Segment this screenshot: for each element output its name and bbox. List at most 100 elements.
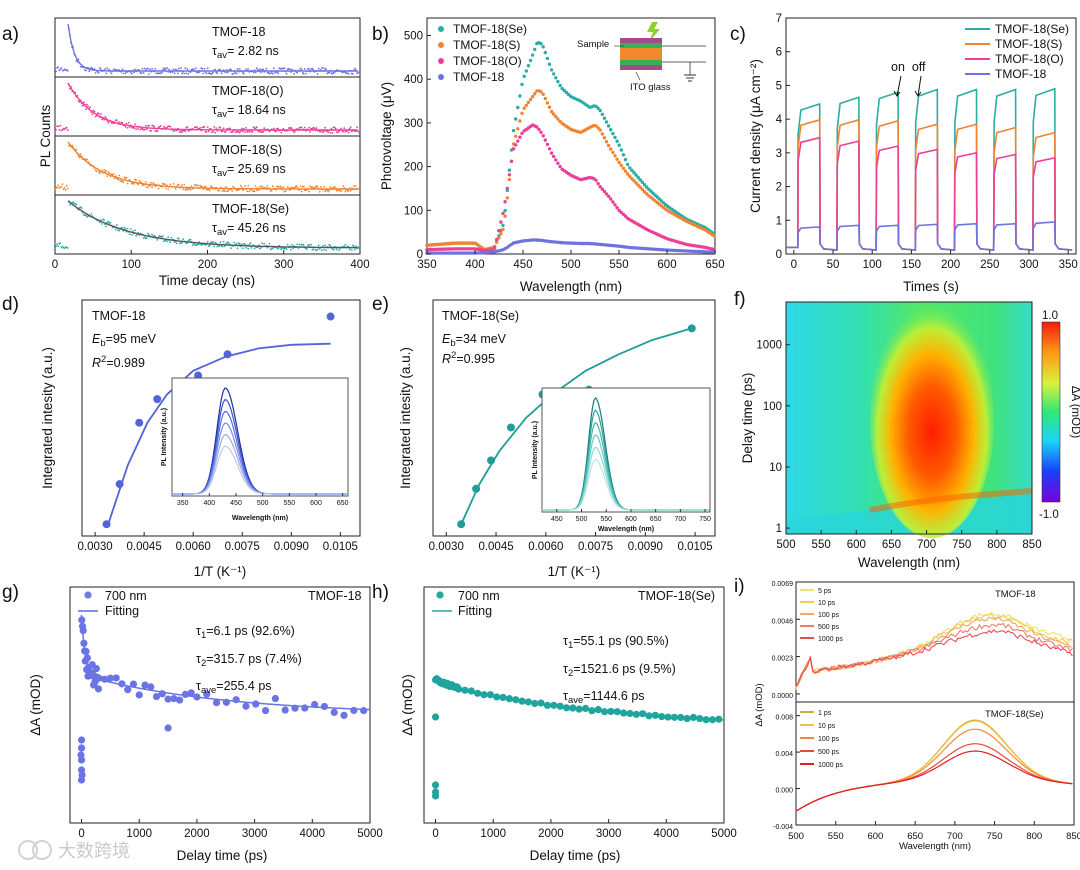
- h-point: [569, 704, 577, 712]
- a-point: [152, 182, 155, 184]
- a-point: [340, 127, 342, 130]
- c-series-line: [786, 221, 1073, 251]
- a-point: [355, 185, 357, 187]
- a-point: [147, 67, 149, 70]
- a-point: [177, 237, 180, 240]
- g-point: [118, 680, 126, 688]
- a-point: [349, 189, 352, 192]
- b-point: [623, 157, 628, 162]
- a-point: [227, 71, 229, 74]
- d-point: [102, 520, 111, 529]
- b-point: [609, 147, 613, 151]
- b-point: [632, 171, 636, 175]
- a-point: [131, 72, 133, 75]
- b-point: [638, 178, 642, 182]
- a-point: [323, 185, 325, 188]
- b-point: [533, 47, 537, 52]
- a-point: [134, 123, 137, 125]
- b-xtick-label: 400: [465, 259, 484, 271]
- a-tau-2: = 25.69 ns: [227, 162, 286, 176]
- c-ytick-label: 6: [776, 47, 782, 59]
- a-point: [353, 185, 355, 188]
- a-point: [60, 185, 63, 188]
- b-point: [621, 166, 626, 170]
- c-series-line: [786, 87, 1073, 251]
- a-point: [222, 127, 225, 130]
- e-name: TMOF-18(Se): [442, 309, 519, 323]
- e-inset-xtick-label: 500: [576, 516, 588, 523]
- h-point: [575, 705, 583, 713]
- a-point: [113, 177, 116, 180]
- f-cb-max: 1.0: [1042, 310, 1058, 322]
- e-eb: =34 meV: [456, 332, 507, 346]
- panel-c-label: c): [730, 24, 746, 45]
- panel-h: 0 1000 2000 3000 4000 5000 Delay time (ps) ΔA…: [400, 586, 737, 863]
- a-point: [85, 214, 87, 217]
- a-name-2: TMOF-18(S): [212, 143, 282, 157]
- a-point: [285, 72, 288, 75]
- a-point: [63, 187, 66, 189]
- a-point: [150, 130, 153, 132]
- h-point: [607, 707, 615, 716]
- a-xtick-label: 300: [274, 259, 293, 271]
- a-point: [261, 185, 263, 188]
- a-point: [182, 238, 185, 241]
- b-point: [598, 185, 602, 189]
- i-xtick-label: 650: [907, 831, 923, 842]
- a-point: [344, 243, 347, 246]
- b-point: [558, 164, 562, 169]
- a-point: [309, 185, 311, 188]
- a-point: [211, 186, 213, 188]
- a-point: [116, 119, 118, 122]
- d-inset-ylabel: PL Intensity (a.u.): [161, 408, 168, 466]
- a-point: [276, 71, 278, 74]
- a-point: [303, 68, 306, 70]
- b-point: [613, 154, 617, 158]
- b-point: [619, 163, 623, 168]
- a-point: [57, 66, 60, 69]
- b-point: [541, 45, 545, 49]
- a-point: [85, 69, 87, 72]
- a-point: [60, 246, 63, 249]
- a-point: [279, 185, 282, 188]
- d-point: [223, 350, 232, 359]
- a-point: [318, 247, 321, 250]
- a-point: [133, 183, 135, 185]
- a-point: [266, 185, 269, 187]
- a-point: [107, 122, 110, 124]
- a-point: [333, 186, 336, 188]
- a-point: [78, 156, 81, 159]
- a-point: [168, 68, 171, 71]
- a-point: [240, 186, 243, 189]
- a-point: [323, 248, 325, 251]
- a-point: [60, 67, 63, 69]
- b-point: [526, 63, 531, 68]
- a-point: [212, 130, 214, 133]
- a-point: [338, 249, 340, 252]
- a-point: [143, 67, 146, 70]
- c-xtick-label: 250: [980, 259, 999, 271]
- b-point: [554, 114, 558, 119]
- d-ylabel: Integrated intesity (a.u.): [40, 347, 55, 489]
- i-top-name: TMOF-18: [995, 589, 1036, 600]
- b-point: [520, 131, 524, 136]
- a-point: [358, 187, 361, 190]
- a-point: [185, 72, 188, 75]
- b-point: [514, 134, 518, 138]
- f-cb-min: -1.0: [1039, 509, 1059, 521]
- a-point: [337, 131, 339, 134]
- i-ylabel: ΔA (mOD): [754, 683, 765, 726]
- g-point: [203, 690, 211, 698]
- a-point: [151, 186, 154, 189]
- h-point: [562, 704, 571, 712]
- b-point: [661, 201, 666, 205]
- a-point: [192, 68, 195, 71]
- h-point: [708, 716, 717, 724]
- b-point: [609, 197, 613, 201]
- g-point: [106, 674, 114, 682]
- i-xtick-label: 500: [788, 831, 804, 842]
- a-point: [268, 242, 271, 245]
- b-point: [606, 143, 611, 148]
- h-point: [600, 708, 609, 716]
- lightning-icon: [647, 22, 660, 42]
